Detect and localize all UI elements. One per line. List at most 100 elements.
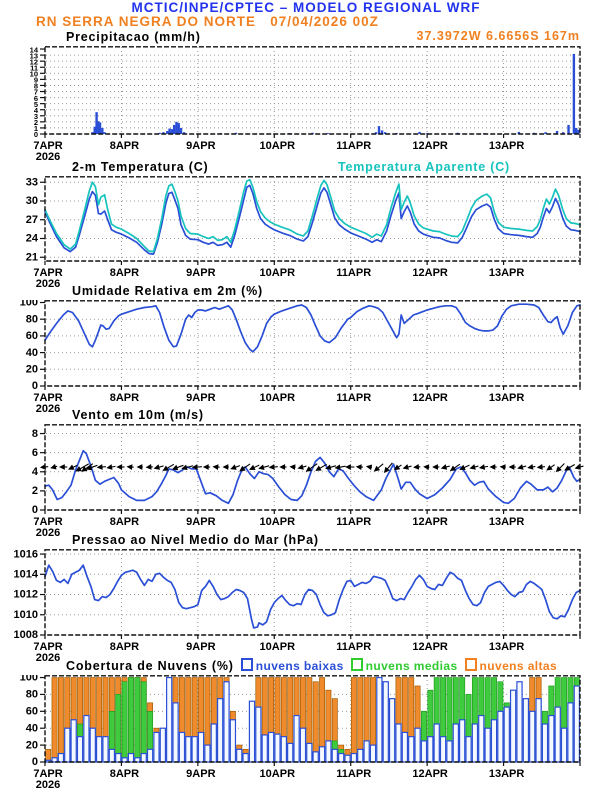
svg-text:1016: 1016: [14, 549, 38, 560]
svg-text:2026: 2026: [36, 652, 60, 664]
station-and-run-label: RN SERRA NEGRA DO NORTE 07/04/2026 00Z: [36, 14, 379, 29]
svg-text:8: 8: [32, 428, 38, 440]
svg-text:7APR: 7APR: [33, 768, 62, 780]
pressure-title: Pressao ao Nivel Medio do Mar (hPa): [72, 533, 319, 547]
svg-text:7APR: 7APR: [33, 267, 62, 279]
svg-text:9APR: 9APR: [186, 392, 215, 404]
svg-text:2026: 2026: [36, 151, 60, 163]
legend-item-low-clouds: nuvens baixas: [240, 658, 344, 673]
svg-text:8APR: 8APR: [110, 140, 139, 152]
legend-item-mid-clouds: nuvens medias: [350, 658, 458, 673]
wind-title: Vento em 10m (m/s): [72, 408, 204, 422]
svg-text:8APR: 8APR: [110, 768, 139, 780]
svg-text:9APR: 9APR: [186, 516, 215, 528]
svg-text:10: 10: [30, 70, 38, 79]
svg-text:8: 8: [34, 82, 38, 91]
model-title: MCTIC/INPE/CPTEC – MODELO REGIONAL WRF: [131, 0, 481, 15]
svg-text:13APR: 13APR: [489, 392, 525, 404]
svg-text:14: 14: [30, 46, 39, 54]
svg-text:12APR: 12APR: [412, 392, 448, 404]
svg-text:3: 3: [34, 112, 38, 121]
svg-text:0: 0: [32, 756, 38, 768]
svg-text:12APR: 12APR: [412, 768, 448, 780]
svg-text:30: 30: [26, 195, 38, 207]
svg-text:8APR: 8APR: [110, 516, 139, 528]
svg-text:4: 4: [32, 466, 39, 478]
svg-text:12APR: 12APR: [412, 641, 448, 653]
svg-text:9APR: 9APR: [186, 267, 215, 279]
svg-text:7APR: 7APR: [33, 641, 62, 653]
svg-text:10APR: 10APR: [260, 267, 296, 279]
apparent-temperature-title: Temperatura Aparente (C): [338, 160, 511, 174]
svg-text:9: 9: [34, 76, 38, 85]
svg-text:7APR: 7APR: [33, 516, 62, 528]
svg-text:7APR: 7APR: [33, 392, 62, 404]
svg-text:13APR: 13APR: [489, 267, 525, 279]
svg-text:10APR: 10APR: [260, 516, 296, 528]
svg-text:7APR: 7APR: [33, 140, 62, 152]
svg-text:11APR: 11APR: [336, 516, 371, 528]
svg-text:13APR: 13APR: [489, 641, 525, 653]
humidity-title: Umidade Relativa em 2m (%): [72, 284, 263, 298]
svg-text:2: 2: [34, 118, 38, 127]
temperature-plot: 21 24 27 30 33 7APR 8APR 9APR 10APR 11APR 12APR 13A…: [26, 176, 581, 290]
svg-text:12APR: 12APR: [412, 267, 448, 279]
svg-text:20: 20: [26, 364, 38, 376]
svg-text:2026: 2026: [36, 278, 60, 290]
wind-plot: 0 2 4 6 8 7APR 8APR 9APR 10APR 11APR 12APR 13APR 202…: [32, 424, 584, 539]
svg-text:11APR: 11APR: [336, 641, 371, 653]
svg-text:12APR: 12APR: [412, 516, 448, 528]
svg-text:100: 100: [20, 675, 38, 684]
cloud-cover-legend: Cobertura de Nuvens (%) nuvens baixas nu…: [66, 658, 557, 673]
svg-text:2: 2: [32, 485, 38, 497]
mid-clouds-swatch-icon: [350, 658, 363, 671]
svg-text:12: 12: [30, 57, 38, 66]
svg-text:10APR: 10APR: [260, 641, 296, 653]
high-clouds-swatch-icon: [464, 658, 477, 671]
svg-text:11APR: 11APR: [336, 768, 371, 780]
high-clouds-label: nuvens altas: [479, 659, 558, 673]
svg-text:1014: 1014: [14, 568, 39, 580]
svg-text:11: 11: [30, 63, 38, 72]
humidity-plot: 0 20 40 60 80 100 7APR 8APR 9APR 10APR 11APR 12APR 1…: [20, 300, 581, 415]
pressure-plot: 1008 1010 1012 1014 1016 7APR 8APR 9APR 10APR 11A…: [14, 549, 581, 664]
svg-text:10APR: 10APR: [260, 768, 296, 780]
svg-text:8APR: 8APR: [110, 392, 139, 404]
svg-text:1: 1: [34, 124, 38, 133]
svg-text:2026: 2026: [36, 403, 60, 415]
svg-text:0: 0: [34, 130, 38, 139]
svg-text:1010: 1010: [14, 609, 38, 621]
svg-text:60: 60: [26, 706, 38, 718]
svg-text:8APR: 8APR: [110, 641, 139, 653]
svg-text:11APR: 11APR: [336, 392, 371, 404]
mid-clouds-label: nuvens medias: [365, 659, 458, 673]
svg-text:8APR: 8APR: [110, 267, 139, 279]
svg-text:40: 40: [26, 347, 38, 359]
svg-text:21: 21: [26, 251, 38, 263]
svg-text:11APR: 11APR: [336, 140, 371, 152]
svg-text:13APR: 13APR: [489, 140, 525, 152]
svg-text:10APR: 10APR: [260, 140, 296, 152]
svg-text:100: 100: [20, 300, 38, 309]
svg-text:1012: 1012: [14, 589, 38, 601]
svg-text:24: 24: [26, 233, 39, 245]
svg-text:9APR: 9APR: [186, 140, 215, 152]
svg-text:1008: 1008: [14, 629, 38, 641]
svg-text:13: 13: [30, 51, 38, 60]
cloud-cover-plot: 0 20 40 60 80 100 7APR 8APR 9APR 10APR 11APR 12APR 1…: [20, 675, 581, 791]
svg-text:27: 27: [26, 214, 38, 226]
station-coordinates-label: 37.3972W 6.6656S 167m: [416, 29, 580, 43]
svg-text:4: 4: [34, 106, 39, 115]
temperature-title: 2-m Temperatura (C): [72, 160, 209, 174]
svg-text:6: 6: [32, 447, 38, 459]
svg-text:40: 40: [26, 722, 38, 734]
svg-text:60: 60: [26, 330, 38, 342]
low-clouds-swatch-icon: [240, 658, 253, 671]
cloud-cover-title: Cobertura de Nuvens (%): [66, 658, 234, 673]
legend-item-high-clouds: nuvens altas: [464, 658, 558, 673]
svg-text:20: 20: [26, 739, 38, 751]
svg-text:0: 0: [32, 380, 38, 392]
precipitation-title: Precipitacao (mm/h): [66, 30, 201, 44]
svg-text:2026: 2026: [36, 527, 60, 539]
